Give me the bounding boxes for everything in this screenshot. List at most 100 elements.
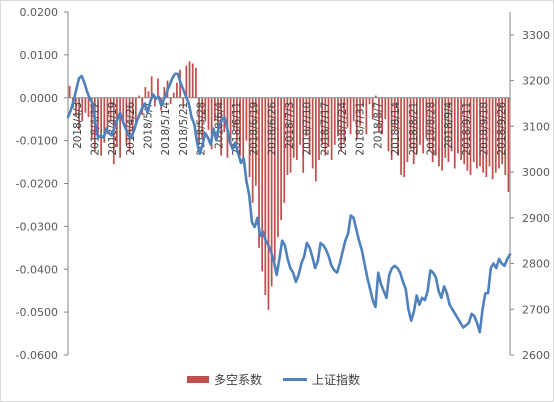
bar [356, 97, 358, 139]
bar [258, 97, 260, 248]
x-tick-label: 2018/4/26 [125, 101, 137, 155]
bar [406, 97, 409, 163]
bar [318, 97, 320, 160]
bar [340, 97, 342, 152]
x-tick-label: 2018/5/7 [143, 102, 155, 149]
bar [292, 97, 295, 158]
bar [507, 97, 510, 193]
bar [273, 97, 276, 261]
bar [352, 97, 355, 122]
bar [397, 97, 399, 156]
bar [135, 97, 137, 126]
bar [210, 97, 213, 150]
right-tick-label: 2600 [522, 349, 550, 362]
left-tick-label: -0.0300 [16, 220, 58, 233]
bar [286, 97, 289, 175]
bar [434, 97, 437, 156]
bar [324, 97, 327, 156]
bar [393, 97, 396, 130]
bar [81, 97, 84, 122]
left-tick-label: 0.0100 [20, 49, 59, 62]
bar [296, 97, 298, 160]
bar [371, 97, 374, 120]
bar [504, 97, 507, 175]
bar [176, 82, 178, 98]
bar [416, 97, 418, 154]
bar [485, 97, 488, 178]
bar [131, 97, 134, 137]
right-tick-label: 3300 [522, 29, 550, 42]
bar [327, 97, 330, 148]
bar [378, 97, 380, 133]
bar [337, 97, 339, 137]
x-tick-label: 2018/7/31 [355, 102, 367, 156]
left-tick-label: -0.0400 [16, 263, 58, 276]
legend-bar-label: 多空系数 [214, 372, 262, 387]
x-tick-label: 2018/5/21 [178, 102, 190, 156]
bar [409, 97, 412, 150]
bar [128, 97, 131, 152]
bar [264, 97, 267, 295]
bar [299, 97, 301, 145]
bar [460, 97, 462, 160]
bar [78, 97, 80, 130]
bar [229, 97, 232, 145]
bar [90, 97, 93, 139]
x-tick-label: 2018/5/28 [196, 102, 208, 156]
bar [97, 97, 99, 137]
left-tick-label: -0.0600 [16, 349, 58, 362]
x-tick-label: 2018/8/21 [408, 102, 420, 156]
bar [311, 97, 314, 169]
left-tick-label: -0.0200 [16, 178, 58, 191]
x-tick-label: 2018/8/28 [425, 102, 437, 156]
index-line [66, 72, 512, 334]
bar [188, 61, 191, 98]
bar [305, 97, 308, 137]
bar [381, 97, 384, 135]
bar-series [68, 61, 510, 310]
bar [270, 97, 273, 287]
bar [103, 97, 106, 143]
right-tick-label: 2700 [522, 303, 550, 316]
bar [308, 97, 311, 154]
bar [365, 97, 368, 135]
bar [330, 97, 333, 160]
bar [248, 97, 251, 178]
x-tick-label: 2018/6/19 [249, 102, 261, 156]
bar [412, 97, 415, 165]
bar [138, 95, 140, 98]
bar [182, 97, 185, 109]
x-tick-label: 2018/9/18 [478, 102, 490, 156]
bar [343, 97, 346, 143]
bar [201, 97, 204, 139]
bar [302, 97, 305, 173]
bar [349, 97, 352, 135]
bar [119, 97, 121, 158]
x-tick-label: 2018/9/26 [496, 101, 508, 155]
bar [198, 97, 200, 145]
bar [283, 97, 286, 203]
bar [280, 97, 282, 220]
bar [232, 97, 235, 130]
bar [447, 97, 450, 163]
bar [220, 97, 222, 156]
bar [422, 97, 425, 154]
bar [450, 97, 453, 152]
bar [185, 65, 188, 98]
bar [217, 97, 219, 137]
bar [153, 97, 156, 107]
bar [84, 97, 87, 113]
right-y-axis: 3300 3200 3100 3000 2900 2800 2700 2600 [509, 12, 550, 362]
x-tick-label: 2018/8/14 [390, 101, 402, 155]
bar [321, 97, 324, 145]
bar [267, 97, 270, 310]
bar [488, 97, 491, 167]
bar [150, 76, 153, 98]
x-tick-label: 2018/5/14 [160, 101, 172, 155]
x-tick-label: 2018/7/10 [302, 102, 314, 156]
bar [87, 97, 90, 118]
bar [441, 97, 443, 171]
right-tick-label: 3100 [522, 120, 550, 133]
